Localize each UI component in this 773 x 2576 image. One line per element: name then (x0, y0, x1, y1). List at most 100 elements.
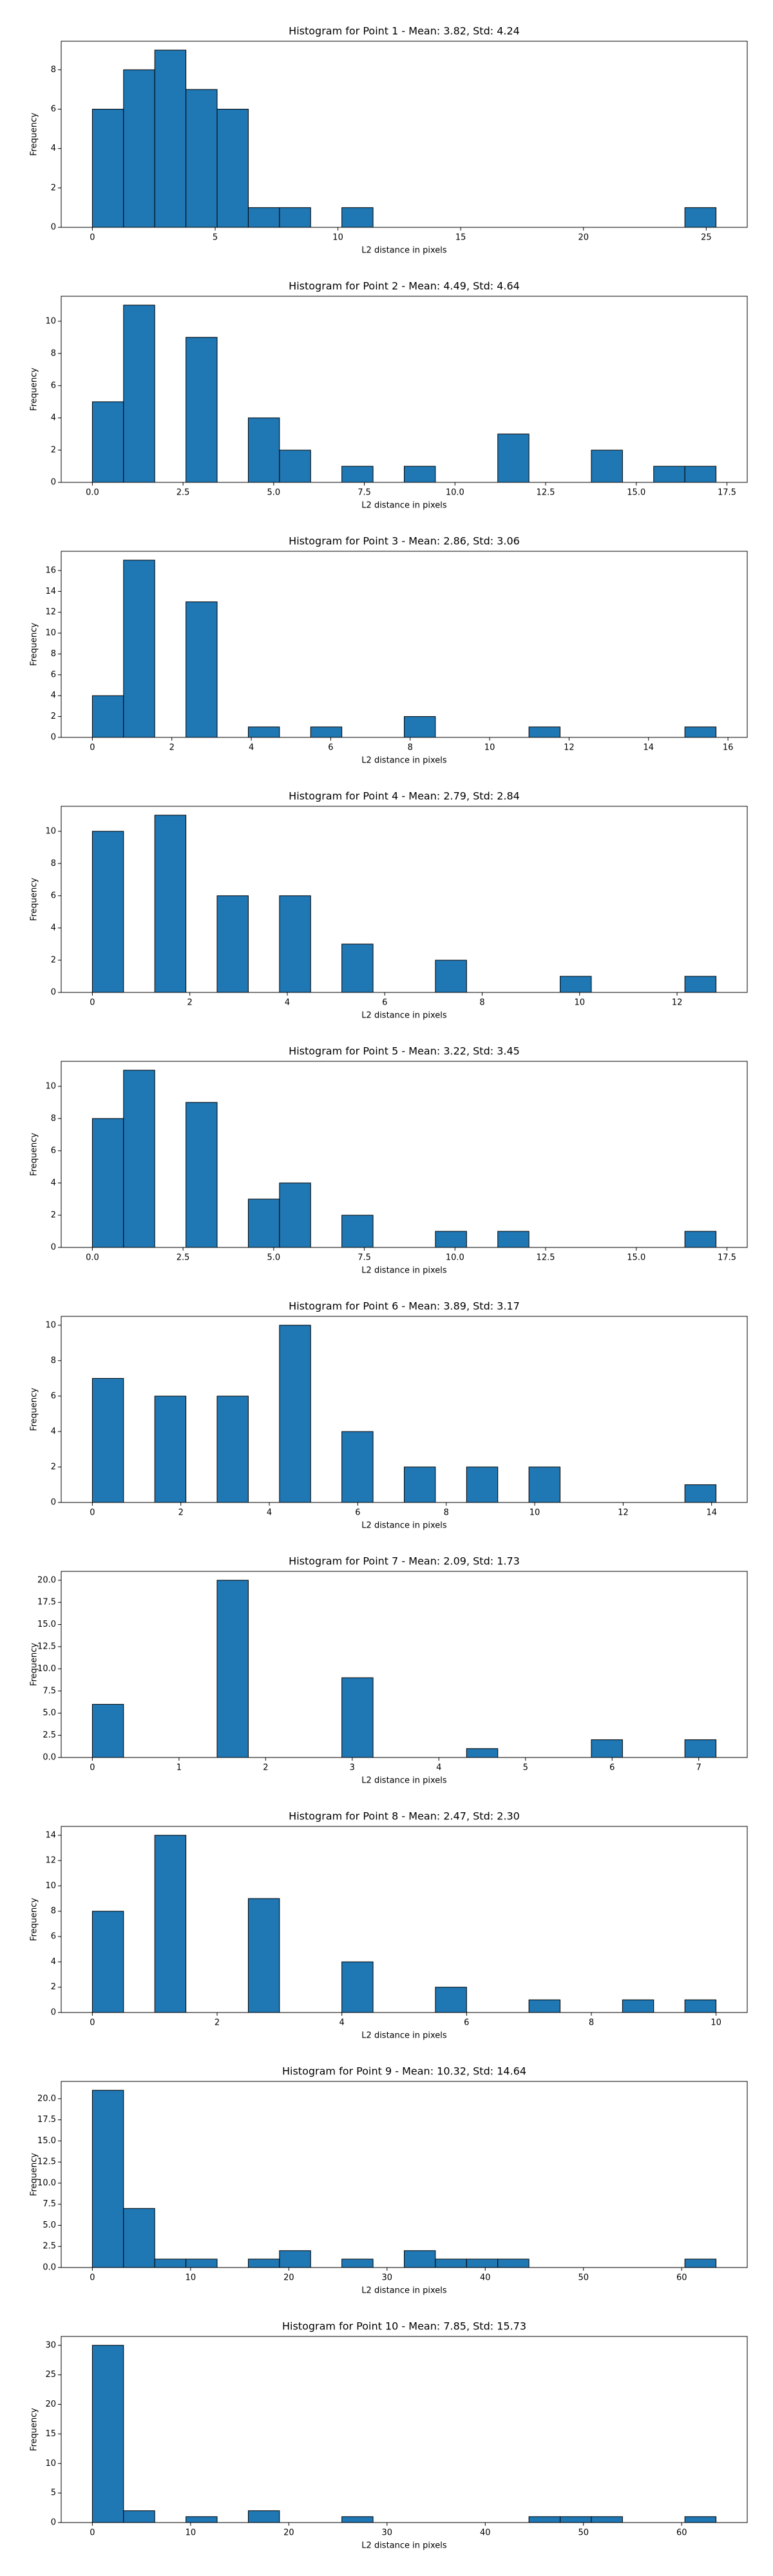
y-tick-label: 10 (45, 316, 56, 326)
y-tick-label: 8 (51, 65, 56, 75)
y-tick-label: 5.0 (43, 2221, 56, 2230)
y-tick-label: 14 (45, 1830, 56, 1840)
bar (247, 1198, 280, 1248)
y-tick-label: 2 (51, 183, 56, 193)
y-tick-label: 10.0 (37, 2178, 56, 2188)
x-tick-label: 0 (90, 2018, 95, 2028)
x-tick-label: 5.0 (267, 488, 281, 498)
x-tick-label: 6 (355, 1508, 360, 1518)
x-tick-label: 0 (90, 2528, 95, 2538)
x-tick-label: 5.0 (267, 1253, 281, 1263)
y-tick-label: 5.0 (43, 1709, 56, 1718)
y-tick-label: 2 (51, 1982, 56, 1992)
x-tick-label: 5 (523, 1763, 528, 1773)
bar (186, 89, 218, 228)
histogram-panel: Histogram for Point 7 - Mean: 2.09, Std:… (30, 1555, 748, 1786)
x-axis-label: L2 distance in pixels (361, 1521, 447, 1531)
x-tick-label: 0 (90, 233, 95, 243)
bar (247, 2259, 280, 2268)
x-axis-label: L2 distance in pixels (361, 501, 447, 511)
y-tick-label: 20 (45, 2400, 56, 2409)
x-tick-label: 20 (578, 233, 589, 243)
x-axis-label: L2 distance in pixels (361, 2541, 447, 2551)
bar (279, 450, 311, 483)
x-tick-label: 14 (643, 743, 654, 753)
x-tick-label: 6 (609, 1763, 615, 1773)
y-tick-label: 10 (45, 1081, 56, 1091)
bar (247, 726, 280, 738)
x-tick-label: 15 (455, 233, 466, 243)
y-tick-label: 0 (51, 2008, 56, 2018)
bar (560, 2516, 592, 2523)
y-tick-label: 12 (45, 1856, 56, 1866)
bar (123, 305, 155, 483)
histogram-panel: Histogram for Point 6 - Mean: 3.89, Std:… (30, 1300, 748, 1531)
y-tick-label: 0 (51, 223, 56, 232)
y-tick-label: 4 (51, 144, 56, 153)
chart-title: Histogram for Point 8 - Mean: 2.47, Std:… (289, 1810, 520, 1823)
chart-title: Histogram for Point 10 - Mean: 7.85, Std… (282, 2320, 526, 2333)
x-tick-label: 0.0 (86, 1253, 99, 1263)
bar (123, 560, 155, 738)
x-axis-label: L2 distance in pixels (361, 1266, 447, 1276)
y-axis-label: Frequency (30, 623, 39, 666)
y-tick-label: 0 (51, 1498, 56, 1508)
axes-frame (61, 1571, 748, 1758)
x-tick-label: 10 (332, 233, 343, 243)
bar (216, 895, 249, 993)
bar (591, 450, 623, 483)
axes-frame (61, 806, 748, 993)
x-tick-label: 4 (267, 1508, 272, 1518)
x-tick-label: 1 (177, 1763, 182, 1773)
x-tick-label: 2 (178, 1508, 184, 1518)
y-tick-label: 10.0 (37, 1664, 56, 1674)
y-tick-label: 2 (51, 1462, 56, 1472)
x-tick-label: 4 (285, 998, 290, 1008)
bar (91, 401, 124, 483)
x-axis-label: L2 distance in pixels (361, 2031, 447, 2041)
histogram-panel: Histogram for Point 3 - Mean: 2.86, Std:… (30, 535, 748, 766)
x-tick-label: 6 (382, 998, 387, 1008)
bar (528, 1466, 561, 1503)
x-tick-label: 2 (187, 998, 193, 1008)
y-tick-label: 6 (51, 1146, 56, 1155)
y-tick-label: 20.0 (37, 2094, 56, 2103)
y-tick-label: 2 (51, 955, 56, 965)
bar (123, 2510, 155, 2523)
x-tick-label: 8 (589, 2018, 594, 2028)
x-tick-label: 7.5 (358, 488, 371, 498)
x-tick-label: 10 (186, 2273, 196, 2283)
y-tick-label: 0 (51, 1243, 56, 1253)
x-tick-label: 2 (169, 743, 175, 753)
bar (154, 50, 187, 228)
bar (435, 2259, 467, 2268)
bar (247, 2510, 280, 2523)
y-tick-label: 0 (51, 2518, 56, 2528)
bar (91, 109, 124, 228)
y-tick-label: 4 (51, 923, 56, 933)
bar (186, 2259, 218, 2268)
x-tick-label: 4 (339, 2018, 345, 2028)
x-tick-label: 7 (696, 1763, 701, 1773)
histogram-panel: Histogram for Point 10 - Mean: 7.85, Std… (30, 2320, 748, 2551)
bar (186, 337, 218, 483)
histogram-panel: Histogram for Point 8 - Mean: 2.47, Std:… (30, 1810, 748, 2041)
y-tick-label: 4 (51, 1178, 56, 1188)
bar (123, 2208, 155, 2268)
bar (216, 1580, 249, 1758)
y-tick-label: 30 (45, 2340, 56, 2350)
y-tick-label: 4 (51, 413, 56, 422)
x-tick-label: 6 (464, 2018, 469, 2028)
bar (123, 69, 155, 228)
y-tick-label: 16 (45, 565, 56, 575)
x-axis-label: L2 distance in pixels (361, 756, 447, 766)
x-axis-label: L2 distance in pixels (361, 1776, 447, 1786)
chart-title: Histogram for Point 5 - Mean: 3.22, Std:… (289, 1045, 520, 1057)
x-tick-label: 15.0 (627, 488, 645, 498)
bar (684, 2259, 717, 2268)
y-tick-label: 0 (51, 988, 56, 998)
x-tick-label: 0.0 (86, 488, 99, 498)
y-tick-label: 7.5 (43, 2199, 56, 2209)
histogram-panel: Histogram for Point 1 - Mean: 3.82, Std:… (30, 25, 748, 256)
x-tick-label: 2 (215, 2018, 220, 2028)
